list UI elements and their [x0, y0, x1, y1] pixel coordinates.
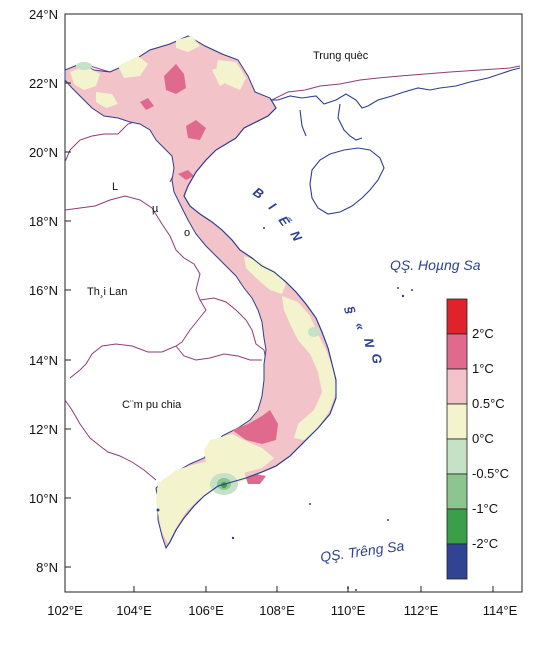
legend-swatch-below-neg2: [446, 543, 468, 580]
legend-label: -2°C: [472, 536, 498, 551]
x-tick-label: 108°E: [259, 603, 295, 618]
legend-label: -1°C: [472, 501, 498, 516]
y-tick-label: 24°N: [29, 7, 58, 22]
label-thailand: Th¸i Lan: [87, 286, 127, 298]
legend-label: 0°C: [472, 431, 494, 446]
vietnam-coastline: [165, 97, 337, 549]
legend-swatch-neg1-neg0.5: [446, 473, 468, 510]
legend-swatch-2-plus: [446, 298, 468, 335]
sea-letter: G: [369, 353, 385, 364]
label-china: Trung quèc: [313, 50, 369, 62]
y-tick-label: 18°N: [29, 214, 58, 229]
islands: [156, 227, 413, 591]
legend-swatch-0-0.5: [446, 403, 468, 440]
legend-label: -0.5°C: [472, 466, 509, 481]
legend-swatch-1-2: [446, 333, 468, 370]
x-tick-label: 104°E: [116, 603, 152, 618]
legend-swatch-neg0.5-0: [446, 438, 468, 475]
hainan-island: [309, 147, 385, 215]
x-tick-label: 102°E: [47, 603, 83, 618]
y-tick-label: 16°N: [29, 283, 58, 298]
label-laos-mu: µ: [152, 203, 159, 215]
axis-ticks: [64, 13, 494, 592]
x-tick-label: 110°E: [331, 603, 366, 618]
label-laos-o: o: [184, 227, 190, 239]
y-tick-label: 8°N: [36, 560, 58, 575]
x-tick-label: 112°E: [404, 603, 439, 618]
zone-1-2: [140, 64, 278, 484]
legend-label: 0.5°C: [472, 396, 505, 411]
china-coast: [262, 67, 521, 215]
sea-letter: N: [361, 337, 378, 349]
label-cambodia: C¨m pu chia: [122, 399, 182, 411]
y-tick-label: 14°N: [29, 353, 58, 368]
x-tick-label: 106°E: [188, 603, 224, 618]
legend-swatch-0.5-1: [446, 368, 468, 405]
x-tick-labels: 102°E 104°E 106°E 108°E 110°E 112°E 114°…: [47, 603, 517, 618]
y-tick-label: 20°N: [29, 145, 58, 160]
legend-label: 2°C: [472, 326, 494, 341]
label-paracel-islands: QŞ. Hoµng Sa: [390, 257, 481, 273]
legend-swatch-neg2-neg1: [446, 508, 468, 545]
legend: 2°C 1°C 0.5°C 0°C -0.5°C -1°C -2°C: [446, 298, 509, 580]
label-laos-l: L: [112, 181, 118, 193]
sea-letter: «: [352, 321, 369, 333]
y-tick-labels: 24°N 22°N 20°N 18°N 16°N 14°N 12°N 10°N …: [29, 7, 58, 575]
y-tick-label: 10°N: [29, 491, 58, 506]
y-tick-label: 12°N: [29, 422, 58, 437]
y-tick-label: 22°N: [29, 76, 58, 91]
legend-label: 1°C: [472, 361, 494, 376]
x-tick-label: 114°E: [483, 603, 518, 618]
